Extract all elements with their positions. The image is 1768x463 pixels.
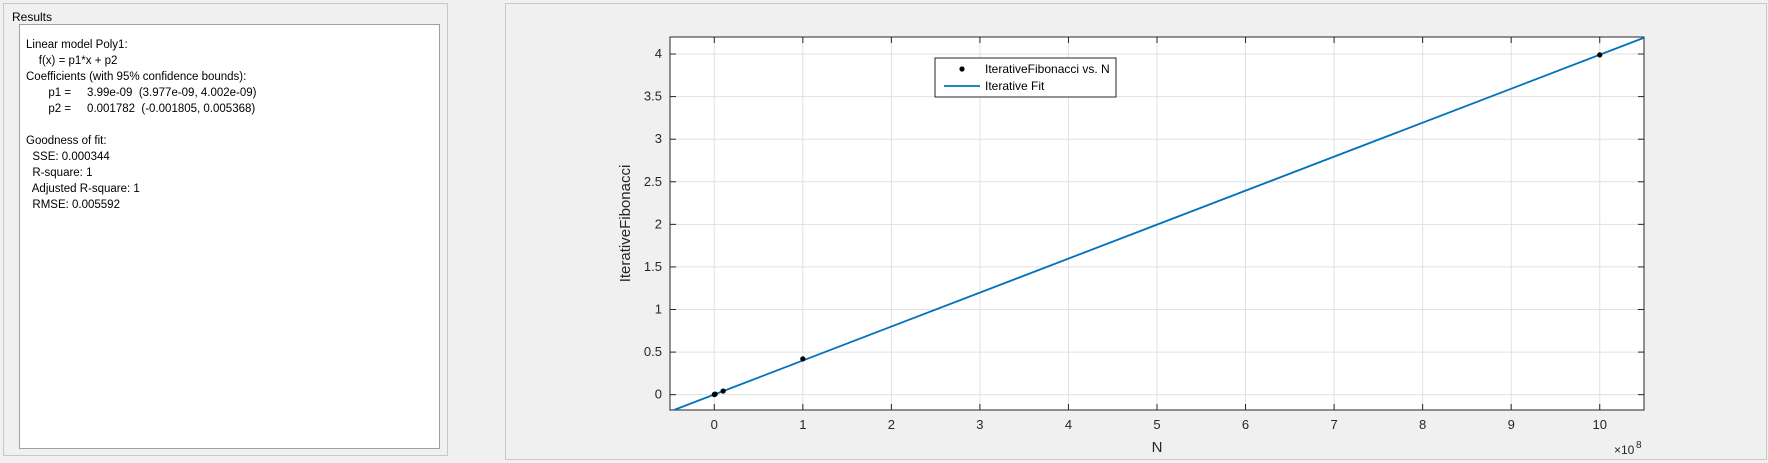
results-line: Coefficients (with 95% confidence bounds… xyxy=(26,71,247,83)
y-tick-label: 2 xyxy=(655,216,662,231)
x-tick-label: 10 xyxy=(1592,417,1606,432)
results-line: Goodness of fit: xyxy=(26,135,107,147)
results-text: Linear model Poly1: f(x) = p1*x + p2 Coef… xyxy=(26,37,256,213)
x-tick-label: 6 xyxy=(1242,417,1249,432)
x-tick-label: 5 xyxy=(1153,417,1160,432)
results-line: Linear model Poly1: xyxy=(26,39,128,51)
x-exponent-base: ×10 xyxy=(1614,443,1635,457)
legend-box xyxy=(934,57,1117,98)
results-panel: Results Linear model Poly1: f(x) = p1*x … xyxy=(3,3,448,456)
data-point xyxy=(800,356,806,362)
data-point xyxy=(712,391,718,397)
x-tick-label: 7 xyxy=(1330,417,1337,432)
x-tick-label: 4 xyxy=(1065,417,1072,432)
legend-marker-points xyxy=(959,66,965,72)
y-axis-label: IterativeFibonacci xyxy=(617,165,634,283)
legend-label: IterativeFibonacci vs. N xyxy=(985,62,1110,76)
x-exponent-power: 8 xyxy=(1636,440,1642,451)
x-tick-label: 1 xyxy=(799,417,806,432)
y-tick-label: 0 xyxy=(655,387,662,402)
y-tick-label: 4 xyxy=(655,46,662,61)
y-tick-label: 2.5 xyxy=(644,174,662,189)
legend-label: Iterative Fit xyxy=(985,79,1045,93)
results-line: Adjusted R-square: 1 xyxy=(26,183,140,195)
data-point xyxy=(720,388,726,394)
data-point xyxy=(1597,52,1603,58)
y-tick-label: 1.5 xyxy=(644,259,662,274)
x-tick-label: 2 xyxy=(888,417,895,432)
y-tick-label: 0.5 xyxy=(644,344,662,359)
results-line: p1 = 3.99e-09 (3.977e-09, 4.002e-09) xyxy=(26,87,257,99)
x-tick-label: 9 xyxy=(1508,417,1515,432)
x-tick-label: 3 xyxy=(976,417,983,432)
results-line: f(x) = p1*x + p2 xyxy=(26,55,118,67)
results-title: Results xyxy=(12,10,53,24)
fit-line xyxy=(673,36,1645,411)
results-line: SSE: 0.000344 xyxy=(26,151,110,163)
x-axis-label: N xyxy=(1152,439,1163,456)
results-textbox[interactable]: Linear model Poly1: f(x) = p1*x + p2 Coef… xyxy=(19,24,440,449)
y-tick-label: 3.5 xyxy=(644,89,662,104)
x-tick-label: 8 xyxy=(1419,417,1426,432)
x-tick-label: 0 xyxy=(711,417,718,432)
y-tick-label: 3 xyxy=(655,131,662,146)
y-tick-label: 1 xyxy=(655,302,662,317)
results-line: R-square: 1 xyxy=(26,167,93,179)
results-line: RMSE: 0.005592 xyxy=(26,199,120,211)
results-line: p2 = 0.001782 (-0.001805, 0.005368) xyxy=(26,103,256,115)
